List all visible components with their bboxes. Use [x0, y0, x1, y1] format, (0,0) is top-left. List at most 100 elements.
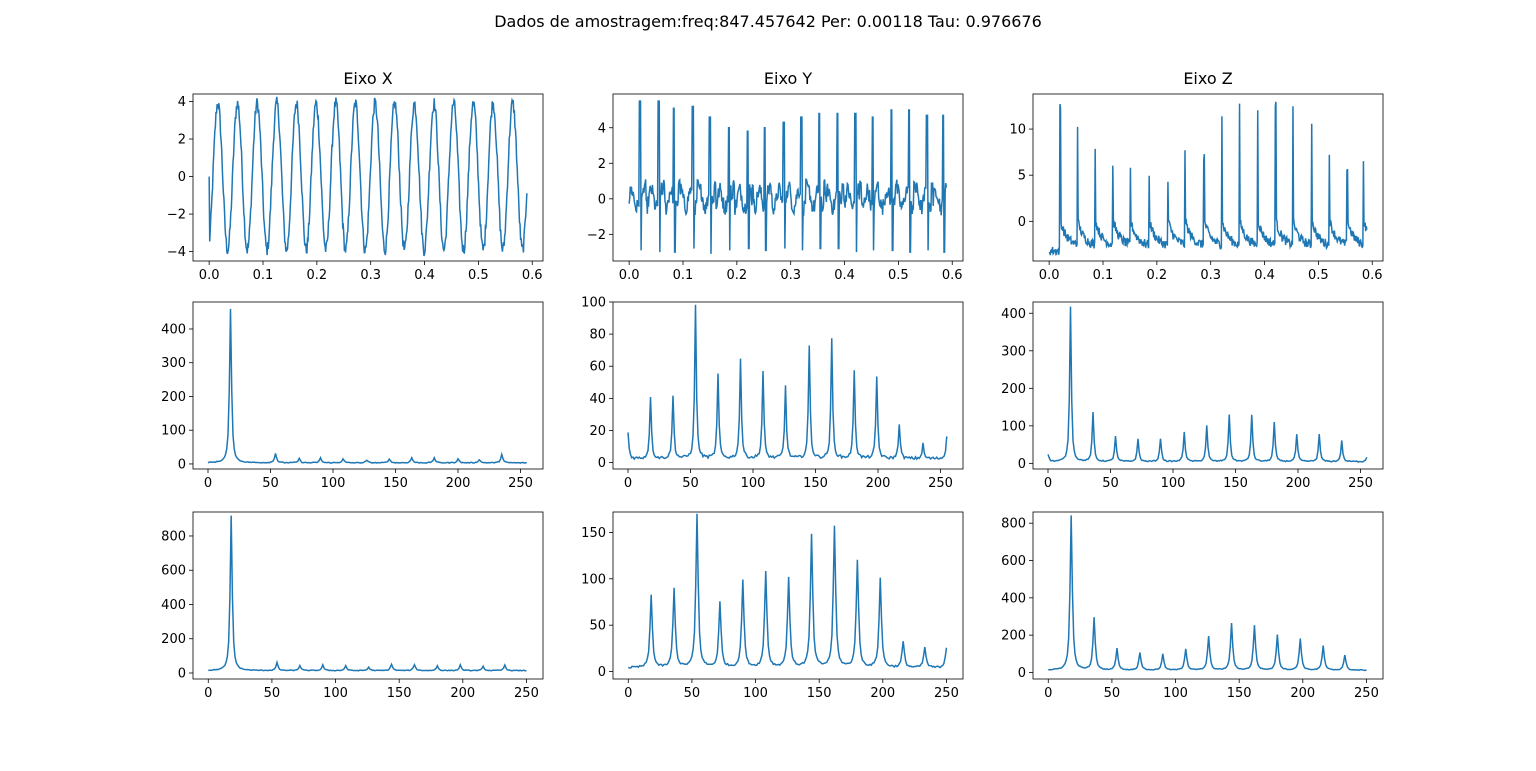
x-tick-label: 200: [1290, 686, 1315, 701]
subplot-1: 0.0 0.1 0.2 0.3 0.4 0.5 0.6 −4 −2 0 2 4 Eixo X: [167, 69, 544, 283]
x-tick-label: 200: [446, 476, 471, 491]
x-tick-label: 0: [624, 686, 632, 701]
x-tick-label: 0.0: [199, 268, 220, 283]
y-tick-label: 4: [598, 121, 606, 136]
x-tick-label: 50: [264, 686, 281, 701]
x-tick-label: 200: [870, 686, 895, 701]
y-tick-label: 0: [1018, 666, 1026, 681]
subplot-2: 0.0 0.1 0.2 0.3 0.4 0.5 0.6 −2 0 2 4 Eixo Y: [587, 69, 964, 283]
axes-frame: [612, 93, 964, 262]
y-tick-label: 100: [1001, 419, 1026, 434]
x-tick-label: 100: [743, 686, 768, 701]
series-line: [208, 96, 528, 257]
y-tick-label: 600: [1001, 554, 1026, 569]
x-tick-label: 0.6: [942, 268, 963, 283]
y-tick-label: 200: [161, 632, 186, 647]
y-tick-label: 20: [589, 424, 606, 439]
series-line: [627, 513, 948, 669]
series-line: [627, 304, 948, 461]
subplot-9: 0 50 100 150 200 250 0 200 400 600 800: [1001, 511, 1384, 701]
x-tick-label: 150: [807, 686, 832, 701]
x-tick-label: 100: [741, 476, 766, 491]
axes-frame: [192, 301, 544, 470]
x-tick-label: 50: [262, 476, 279, 491]
y-tick-label: 50: [589, 619, 606, 634]
y-tick-label: 100: [581, 572, 606, 587]
x-tick-label: 100: [323, 686, 348, 701]
x-tick-label: 0.2: [307, 268, 328, 283]
axes-frame: [1032, 93, 1384, 262]
y-tick-label: 400: [1001, 307, 1026, 322]
x-tick-label: 0.6: [522, 268, 543, 283]
axes-frame: [192, 93, 544, 262]
x-tick-label: 250: [1348, 476, 1373, 491]
figure-title: Dados de amostragem:freq:847.457642 Per:…: [494, 12, 1042, 31]
x-tick-label: 0.4: [414, 268, 435, 283]
x-tick-label: 0.1: [1093, 268, 1114, 283]
axes-frame: [192, 511, 544, 680]
subplot-6: 0 50 100 150 200 250 0 100 200 300 400: [1001, 301, 1384, 491]
y-tick-label: 0: [598, 192, 606, 207]
y-tick-label: 800: [161, 529, 186, 544]
series-line: [1048, 101, 1368, 256]
x-tick-label: 150: [1223, 476, 1248, 491]
subplot-5: 0 50 100 150 200 250 0 20 40 60 80 100: [581, 296, 964, 491]
x-tick-label: 50: [1104, 686, 1121, 701]
subplot-7: 0 50 100 150 200 250 0 200 400 600 800: [161, 511, 544, 701]
subplot-title: Eixo Z: [1183, 69, 1232, 88]
subplot-3: 0.0 0.1 0.2 0.3 0.4 0.5 0.6 0 5 10 Eixo Z: [1009, 69, 1384, 283]
x-tick-label: 0.3: [360, 268, 381, 283]
x-tick-label: 0: [1044, 686, 1052, 701]
x-tick-label: 0: [1044, 476, 1052, 491]
x-tick-label: 0.2: [727, 268, 748, 283]
x-tick-label: 50: [1102, 476, 1119, 491]
y-tick-label: 400: [161, 322, 186, 337]
y-tick-label: −4: [167, 245, 186, 260]
x-tick-label: 0.6: [1362, 268, 1383, 283]
y-tick-label: 10: [1009, 123, 1026, 138]
x-tick-label: 150: [803, 476, 828, 491]
y-tick-label: 600: [161, 564, 186, 579]
y-tick-label: 0: [178, 457, 186, 472]
y-tick-label: 4: [178, 95, 186, 110]
y-tick-label: 300: [161, 356, 186, 371]
x-tick-label: 0.3: [780, 268, 801, 283]
y-tick-label: 40: [589, 392, 606, 407]
x-tick-label: 0.4: [834, 268, 855, 283]
y-tick-label: −2: [167, 208, 186, 223]
x-tick-label: 0: [204, 686, 212, 701]
y-tick-label: 200: [161, 390, 186, 405]
y-tick-label: 0: [178, 667, 186, 682]
x-tick-label: 0.0: [619, 268, 640, 283]
subplot-8: 0 50 100 150 200 250 0 50 100 150: [581, 511, 964, 701]
axes-frame: [1032, 511, 1384, 680]
axes-frame: [612, 301, 964, 470]
y-tick-label: 0: [1018, 215, 1026, 230]
x-tick-label: 100: [1163, 686, 1188, 701]
subplot-4: 0 50 100 150 200 250 0 100 200 300 400: [161, 301, 544, 491]
y-tick-label: 100: [161, 424, 186, 439]
y-tick-label: 0: [178, 170, 186, 185]
y-tick-label: 0: [1018, 457, 1026, 472]
x-tick-label: 100: [321, 476, 346, 491]
series-line: [207, 308, 527, 464]
x-tick-label: 200: [1286, 476, 1311, 491]
series-line: [628, 100, 948, 254]
y-tick-label: 60: [589, 360, 606, 375]
y-tick-label: 2: [598, 157, 606, 172]
y-tick-label: 0: [598, 665, 606, 680]
x-tick-label: 0.2: [1147, 268, 1168, 283]
y-tick-label: 200: [1001, 629, 1026, 644]
x-tick-label: 0.5: [888, 268, 909, 283]
x-tick-label: 0.5: [1308, 268, 1329, 283]
x-tick-label: 150: [383, 476, 408, 491]
x-tick-label: 200: [866, 476, 891, 491]
x-tick-label: 250: [928, 476, 953, 491]
axes-frame: [612, 511, 964, 680]
x-tick-label: 150: [387, 686, 412, 701]
x-tick-label: 0.5: [468, 268, 489, 283]
y-tick-label: 0: [598, 456, 606, 471]
x-tick-label: 0.3: [1200, 268, 1221, 283]
